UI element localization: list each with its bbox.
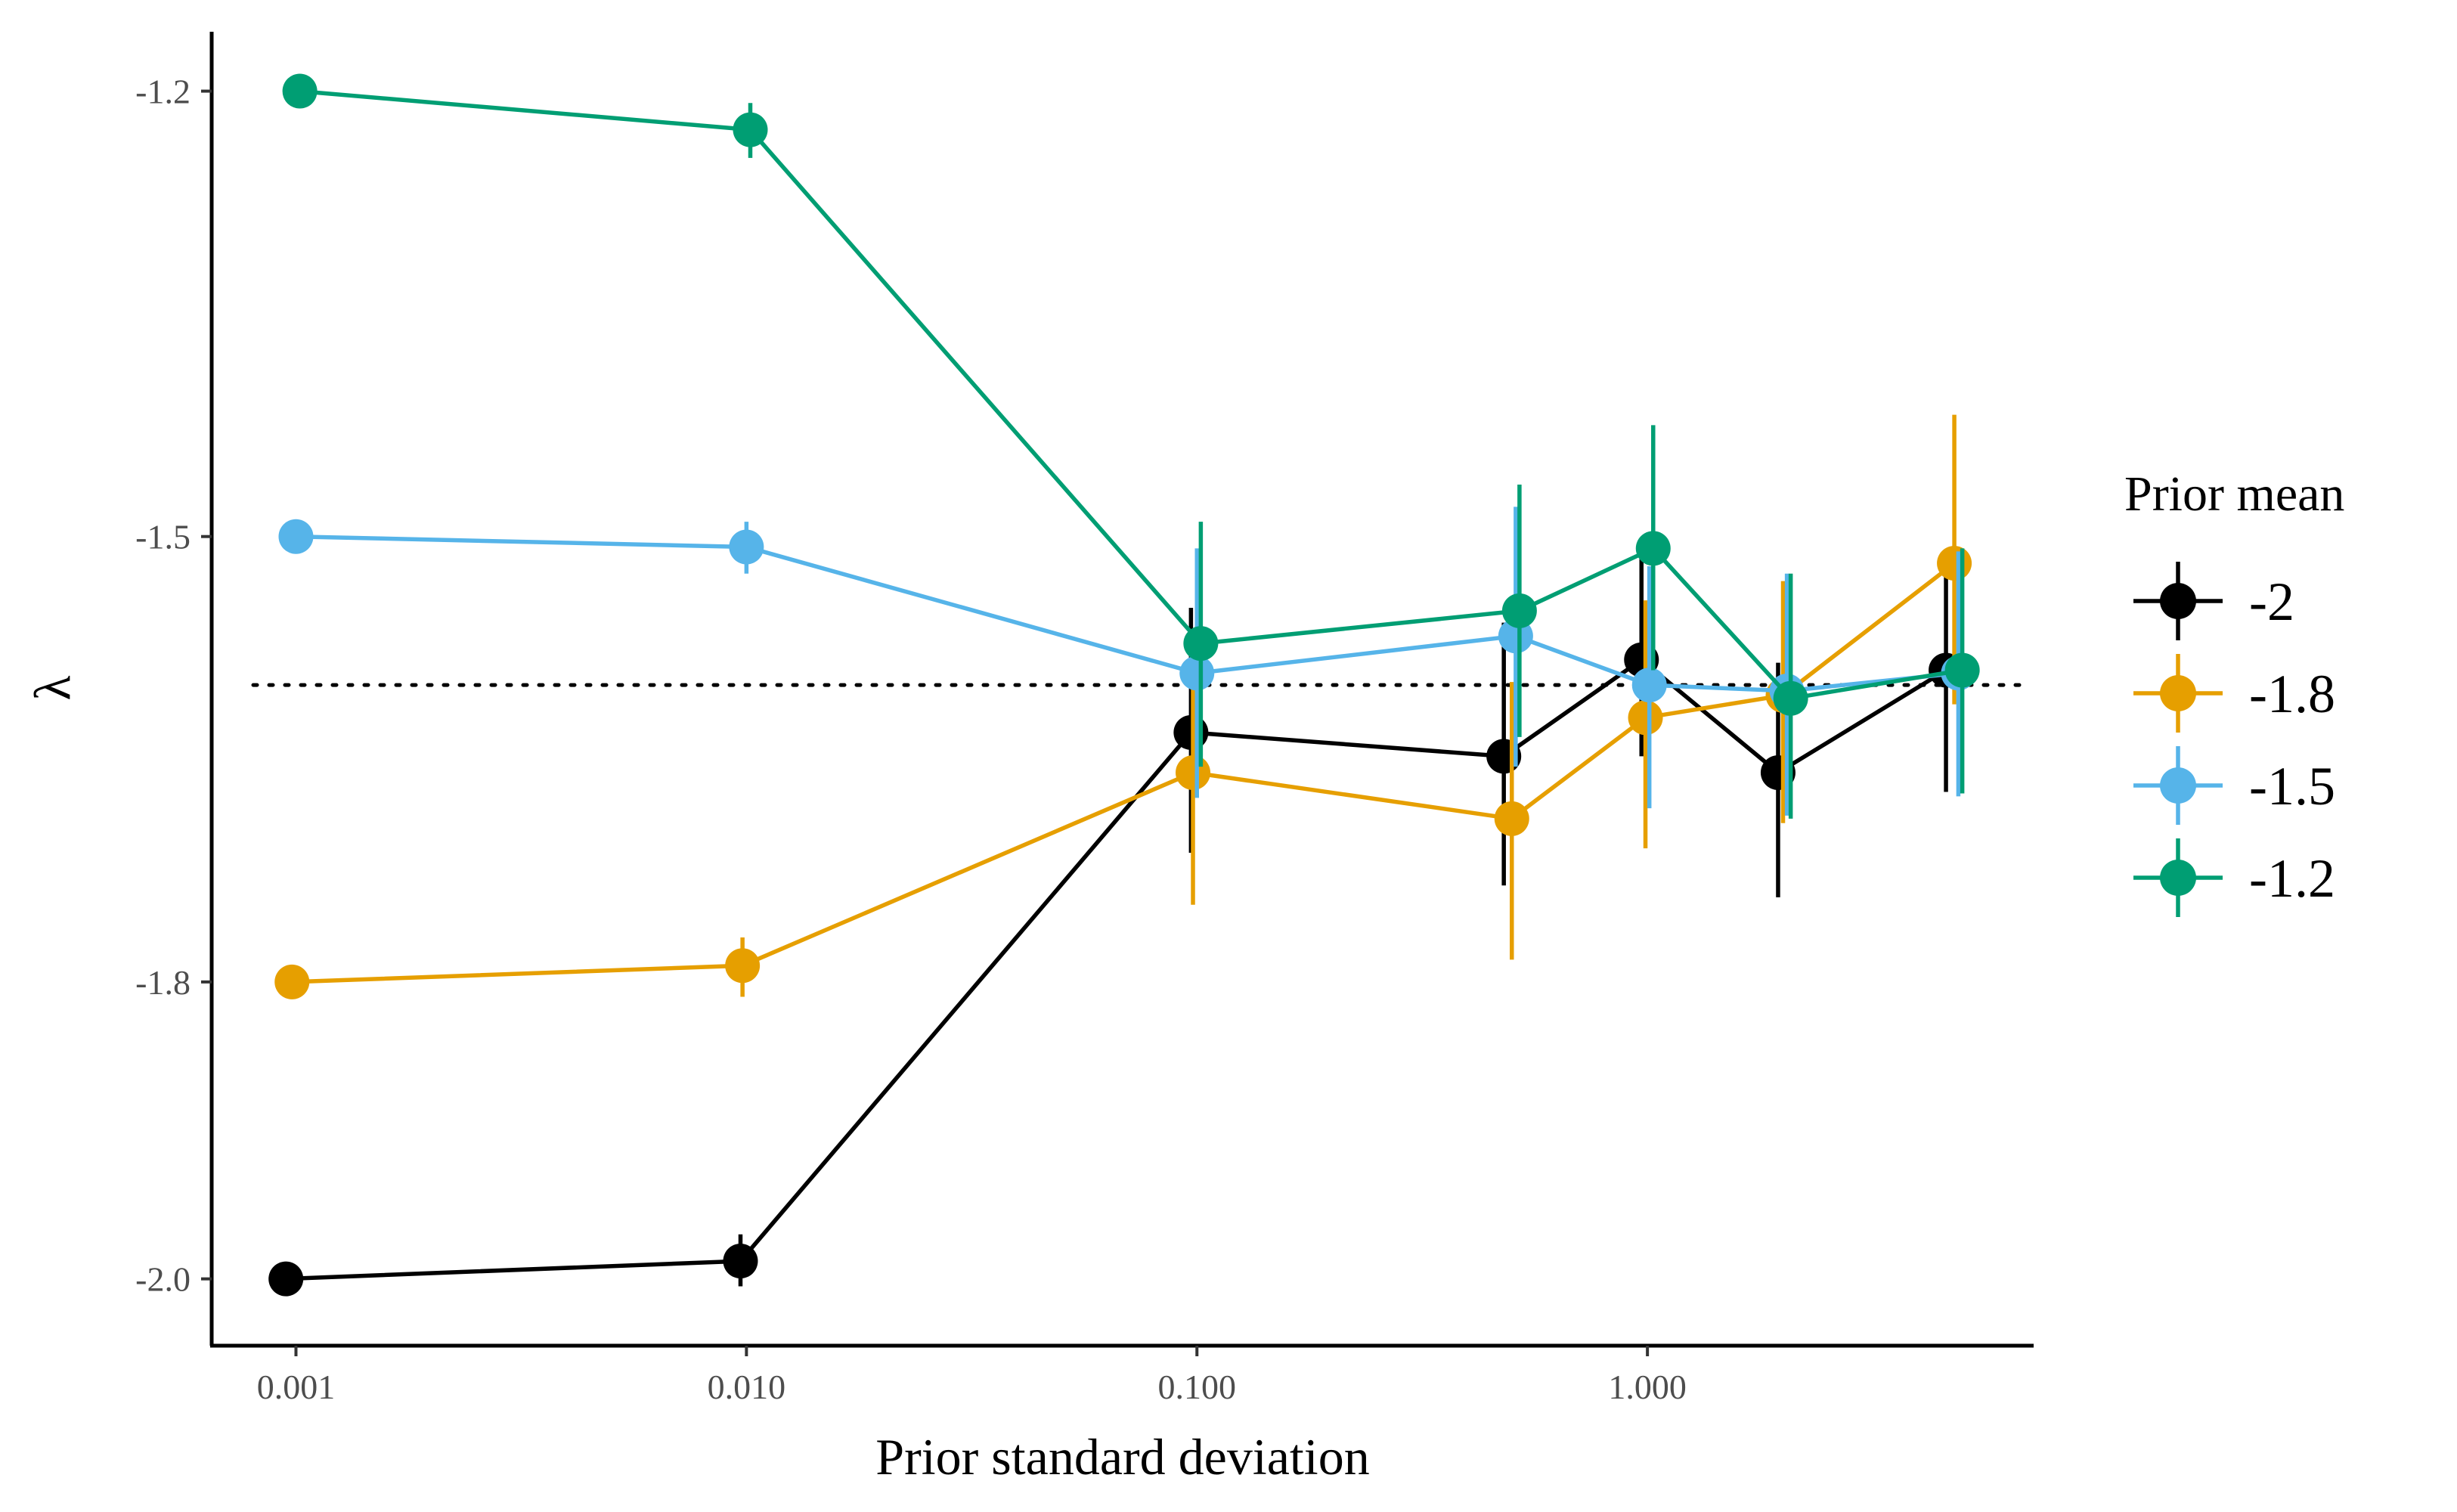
legend-marker: [2160, 583, 2196, 619]
legend-item: -2: [2133, 562, 2294, 640]
x-tick-label: 0.010: [708, 1368, 786, 1406]
series-line: [299, 88, 1963, 701]
data-point: [274, 964, 310, 999]
series-line: [292, 561, 1956, 984]
data-point: [1176, 754, 1211, 790]
legend-marker: [2160, 767, 2196, 804]
series-2: [274, 414, 1972, 999]
x-tick-label: 0.100: [1157, 1368, 1236, 1406]
series-4: [282, 73, 1980, 819]
y-tick-label: -1.8: [135, 963, 191, 1002]
data-point: [1631, 668, 1667, 703]
legend-marker: [2160, 675, 2196, 711]
series-3: [278, 507, 1976, 816]
legend-label: -1.8: [2249, 664, 2335, 724]
x-axis-title: Prior standard deviation: [875, 1428, 1369, 1486]
data-point: [278, 519, 314, 554]
data-point: [1944, 652, 1980, 688]
x-tick-label: 0.001: [257, 1368, 336, 1406]
series-line: [286, 657, 1947, 1281]
legend-item: -1.5: [2133, 746, 2335, 825]
data-point: [733, 112, 768, 147]
data-point: [1635, 531, 1671, 566]
legend-label: -2: [2249, 572, 2294, 632]
data-point: [1494, 801, 1529, 836]
data-point: [1937, 546, 1972, 581]
legend-label: -1.2: [2249, 848, 2335, 909]
data-point: [1628, 700, 1663, 736]
data-point: [1773, 680, 1808, 716]
legend-item: -1.8: [2133, 654, 2335, 733]
legend-items: -2 -1.8 -1.5 -1.2: [2133, 562, 2335, 917]
y-tick-label: -1.2: [135, 73, 191, 111]
series-1: [268, 548, 1964, 1297]
plot-panel: -2.0 -1.8 -1.5 -1.2 0.001 0.010 0.100 1.000: [135, 32, 2034, 1406]
y-tick-label: -1.5: [135, 518, 191, 556]
legend-marker: [2160, 860, 2196, 896]
x-ticks: 0.001 0.010 0.100 1.000: [257, 1346, 1687, 1406]
x-tick-label: 1.000: [1608, 1368, 1687, 1406]
legend-item: -1.2: [2133, 838, 2335, 917]
legend-title: Prior mean: [2124, 466, 2344, 522]
data-point: [268, 1261, 304, 1297]
y-tick-label: -2.0: [135, 1260, 191, 1299]
legend: Prior mean -2 -1.8 -1.5 -1.2: [2124, 466, 2344, 917]
data-point: [1183, 626, 1219, 662]
data-point: [1501, 593, 1537, 628]
y-axis-title: λ: [23, 675, 81, 700]
y-ticks: -2.0 -1.8 -1.5 -1.2: [135, 73, 212, 1299]
data-point: [282, 73, 318, 109]
data-point: [1179, 655, 1215, 691]
data-point: [723, 1244, 758, 1279]
data-point: [729, 529, 764, 565]
data-point: [725, 948, 761, 984]
series-layer: [268, 73, 1980, 1297]
legend-label: -1.5: [2249, 756, 2335, 816]
